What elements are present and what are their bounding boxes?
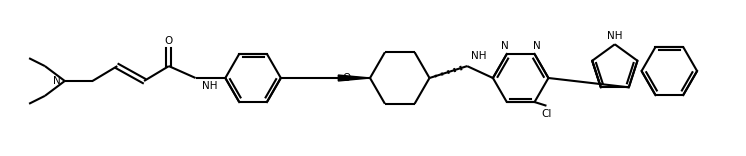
Text: O: O	[342, 73, 351, 83]
Polygon shape	[339, 75, 370, 81]
Text: NH: NH	[607, 31, 623, 41]
Text: NH: NH	[201, 81, 217, 91]
Text: Cl: Cl	[542, 109, 551, 119]
Text: N: N	[533, 41, 540, 51]
Text: N: N	[501, 41, 509, 51]
Text: N: N	[53, 76, 61, 86]
Text: NH: NH	[471, 51, 486, 61]
Text: O: O	[165, 36, 173, 46]
